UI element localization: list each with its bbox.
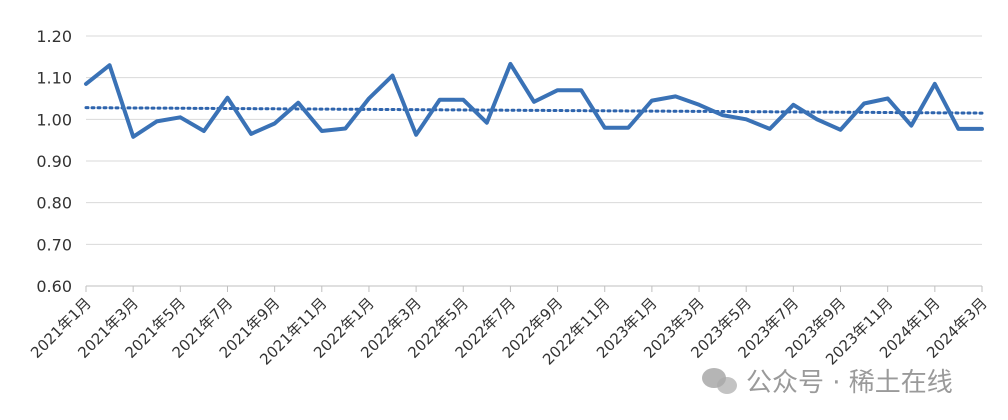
y-tick-label: 1.10: [36, 69, 72, 88]
y-axis-tick-labels: 0.60 0.70 0.80 0.90 1.00 1.10 1.20: [36, 27, 72, 296]
series-line-0: [84, 61, 984, 139]
y-tick-label: 0.70: [36, 235, 72, 254]
y-tick-label: 1.00: [36, 110, 72, 129]
series-layer: [84, 61, 984, 139]
y-tick-label: 0.60: [36, 277, 72, 296]
y-tick-label: 1.20: [36, 27, 72, 46]
x-axis: 2021年1月2021年3月2021年5月2021年7月2021年9月2021年…: [27, 285, 991, 369]
y-tick-label: 0.90: [36, 152, 72, 171]
gridlines: [86, 35, 982, 245]
y-tick-label: 0.80: [36, 194, 72, 213]
